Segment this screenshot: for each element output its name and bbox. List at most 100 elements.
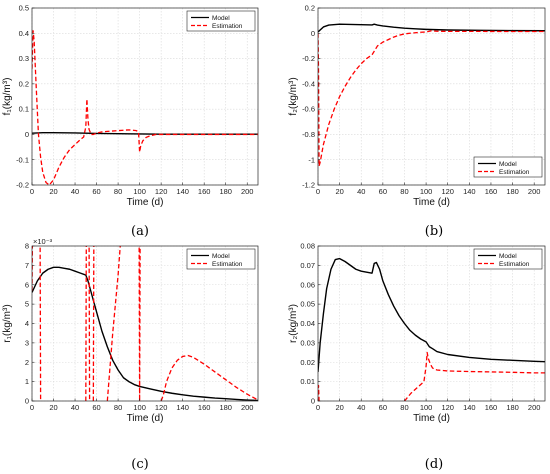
y-tick-label: -0.4 — [302, 79, 315, 88]
x-axis-label: Time (d) — [127, 413, 164, 424]
legend-label: Model — [499, 253, 517, 260]
x-tick-label: 40 — [357, 187, 365, 196]
y-tick-label: 0.03 — [300, 338, 315, 347]
x-tick-label: 160 — [485, 403, 498, 412]
y-tick-label: 0.5 — [19, 4, 29, 13]
y-tick-label: 4 — [25, 319, 29, 328]
y-tick-label: 0.2 — [305, 4, 315, 13]
x-axis-label: Time (d) — [413, 197, 450, 208]
x-tick-label: 80 — [114, 403, 122, 412]
x-tick-label: 60 — [92, 187, 100, 196]
y-tick-label: -0.1 — [16, 155, 29, 164]
x-tick-label: 20 — [49, 403, 57, 412]
x-tick-label: 160 — [198, 187, 211, 196]
x-tick-label: 120 — [155, 187, 168, 196]
legend-label: Estimation — [212, 23, 243, 30]
x-tick-label: 180 — [506, 403, 519, 412]
y-tick-label: -1.2 — [302, 181, 315, 190]
y-tick-label: -0.2 — [16, 181, 29, 190]
chart-panel-c: 0 20 40 60 80 100 120 140 160 180 200 0 1 2 3 4 5 6 7 8 ×10⁻… — [2, 237, 259, 472]
x-tick-label: 40 — [71, 403, 79, 412]
series-line-model — [32, 131, 258, 135]
legend-label: Estimation — [212, 261, 243, 268]
y-tick-label: 0.05 — [300, 300, 315, 309]
x-tick-label: 120 — [441, 403, 454, 412]
series-line-model — [32, 266, 258, 401]
x-tick-label: 60 — [379, 403, 387, 412]
x-tick-label: 200 — [528, 403, 541, 412]
y-tick-label: -0.6 — [302, 105, 315, 114]
x-tick-label: 20 — [335, 187, 343, 196]
x-tick-label: 180 — [219, 403, 232, 412]
x-tick-label: 40 — [71, 187, 79, 196]
y-tick-label: 0.4 — [19, 29, 29, 38]
x-tick-label: 0 — [30, 403, 34, 412]
x-tick-label: 200 — [241, 403, 254, 412]
y-axis-label: r₁(kg/m³) — [2, 304, 13, 342]
y-tick-label: 2 — [25, 358, 29, 367]
y-tick-label: 0 — [25, 130, 29, 139]
x-tick-label: 80 — [114, 187, 122, 196]
x-axis-label: Time (d) — [127, 197, 164, 208]
panel-caption: (d) — [425, 457, 443, 472]
y-tick-label: 0.01 — [300, 377, 315, 386]
y-tick-label: 0 — [311, 397, 315, 406]
plot-area — [32, 8, 258, 185]
x-tick-label: 0 — [316, 187, 320, 196]
x-tick-label: 160 — [485, 187, 498, 196]
x-tick-label: 60 — [92, 403, 100, 412]
y-tick-label: 0.3 — [19, 54, 29, 63]
x-tick-label: 60 — [379, 187, 387, 196]
y-tick-label: 0 — [25, 397, 29, 406]
x-tick-label: 80 — [400, 403, 408, 412]
x-tick-label: 140 — [463, 187, 476, 196]
y-tick-label: 0.02 — [300, 358, 315, 367]
y-tick-label: 0 — [311, 29, 315, 38]
y-exponent-label: ×10⁻³ — [33, 237, 53, 246]
panel-caption: (a) — [131, 224, 149, 239]
y-tick-label: 1 — [25, 377, 29, 386]
y-tick-label: 0.1 — [19, 105, 29, 114]
axes-frame — [31, 7, 259, 186]
y-tick-label: 0.07 — [300, 261, 315, 270]
x-tick-label: 120 — [155, 403, 168, 412]
y-tick-label: 5 — [25, 300, 29, 309]
legend-label: Model — [499, 161, 517, 168]
x-tick-label: 20 — [49, 187, 57, 196]
legend-label: Model — [212, 253, 230, 260]
axes-frame — [317, 7, 546, 186]
x-tick-label: 180 — [219, 187, 232, 196]
y-tick-label: 0.2 — [19, 79, 29, 88]
x-tick-label: 160 — [198, 403, 211, 412]
x-axis-label: Time (d) — [413, 413, 450, 424]
x-tick-label: 100 — [133, 187, 146, 196]
y-tick-label: 3 — [25, 338, 29, 347]
y-tick-label: 7 — [25, 261, 29, 270]
series-line-model — [318, 257, 545, 372]
legend-label: Estimation — [499, 261, 530, 268]
y-axis-label: f₁(kg/m³) — [2, 78, 13, 116]
x-tick-label: 140 — [176, 187, 189, 196]
chart-panel-d: 0 20 40 60 80 100 120 140 160 180 200 0 0.01 0.02 0.03… — [288, 242, 546, 472]
y-axis-label: r₂(kg/m³) — [288, 304, 299, 343]
y-tick-label: 8 — [25, 242, 29, 251]
series-line-estimation — [32, 30, 258, 185]
series-line-model — [318, 23, 545, 33]
legend-label: Model — [212, 15, 230, 22]
x-tick-label: 100 — [420, 403, 433, 412]
y-tick-label: 0.04 — [300, 319, 315, 328]
chart-panel-b: 0 20 40 60 80 100 120 140 160 180 200 -1.2 -1 -0.8 -0.… — [288, 4, 546, 239]
x-tick-label: 180 — [506, 187, 519, 196]
x-tick-label: 200 — [241, 187, 254, 196]
panel-caption: (c) — [131, 457, 148, 472]
y-tick-label: -0.2 — [302, 54, 315, 63]
legend-label: Estimation — [499, 169, 530, 176]
chart-panel-a: 0 20 40 60 80 100 120 140 160 180 200 -0.2 -0.1 0 0.1 0… — [2, 4, 259, 239]
x-tick-label: 200 — [528, 187, 541, 196]
x-tick-label: 100 — [133, 403, 146, 412]
x-tick-label: 40 — [357, 403, 365, 412]
